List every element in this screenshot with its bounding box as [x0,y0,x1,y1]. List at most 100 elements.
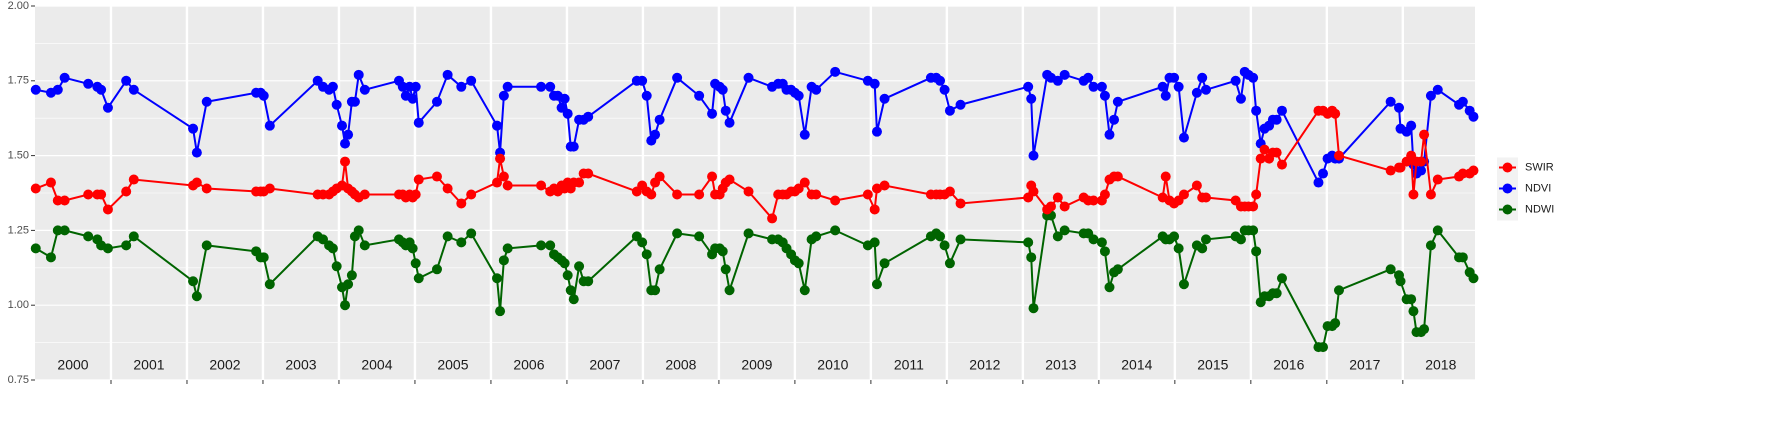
point [1200,192,1211,203]
point [939,84,950,95]
point [583,276,594,287]
point [793,258,804,269]
point [1468,111,1479,122]
point [1169,72,1180,83]
point [52,195,63,206]
point [935,231,946,242]
point [536,240,547,251]
point [1457,96,1468,107]
point [654,264,665,275]
point [1333,285,1344,296]
point [1419,129,1430,140]
point [201,183,212,194]
point [349,96,360,107]
point [1191,87,1202,98]
point [121,186,132,197]
point [1178,132,1189,143]
year-label: 2000 [57,357,88,373]
point [939,240,950,251]
point [799,177,810,188]
legend-label: NDWI [1525,203,1554,215]
point [264,183,275,194]
point [955,234,966,245]
point [191,147,202,158]
point [495,306,506,317]
point [258,252,269,263]
point [944,258,955,269]
point [1104,129,1115,140]
point [811,84,822,95]
point [442,69,453,80]
point [359,240,370,251]
point [1271,288,1282,299]
point [811,189,822,200]
point [944,186,955,197]
point [336,120,347,131]
point [717,84,728,95]
point [410,189,421,200]
point [724,174,735,185]
point [188,123,199,134]
year-label: 2005 [437,357,468,373]
point [466,228,477,239]
point [343,279,354,290]
point [492,177,503,188]
point [96,189,107,200]
point [83,231,94,242]
point [869,78,880,89]
point [568,294,579,305]
point [568,141,579,152]
point [799,285,810,296]
legend-label: NDVI [1525,182,1551,194]
year-label: 2001 [133,357,164,373]
point [1251,246,1262,257]
point [545,240,556,251]
point [724,285,735,296]
point [641,90,652,101]
point [456,81,467,92]
legend-point [1502,162,1513,173]
point [456,198,467,209]
point [536,180,547,191]
point [191,177,202,188]
point [654,171,665,182]
point [442,183,453,194]
point [1425,240,1436,251]
point [1059,69,1070,80]
year-label: 2016 [1273,357,1304,373]
point [1099,90,1110,101]
point [562,270,573,281]
y-tick-label: 2.00 [8,0,29,12]
point [694,189,705,200]
point [1425,189,1436,200]
point [1333,150,1344,161]
point [1052,231,1063,242]
point [871,183,882,194]
point [1191,180,1202,191]
point [562,108,573,119]
point [413,117,424,128]
point [264,279,275,290]
year-label: 2013 [1045,357,1076,373]
point [1395,276,1406,287]
point [502,243,513,254]
point [1157,81,1168,92]
point [45,177,56,188]
point [188,276,199,287]
year-label: 2002 [209,357,240,373]
point [1023,237,1034,248]
point [1432,225,1443,236]
point [102,243,113,254]
point [1251,189,1262,200]
point [128,174,139,185]
point [862,189,873,200]
point [1385,165,1396,176]
point [359,84,370,95]
point [743,228,754,239]
point [1416,165,1427,176]
point [879,180,890,191]
year-label: 2009 [741,357,772,373]
point [431,171,442,182]
point [672,189,683,200]
point [1112,171,1123,182]
